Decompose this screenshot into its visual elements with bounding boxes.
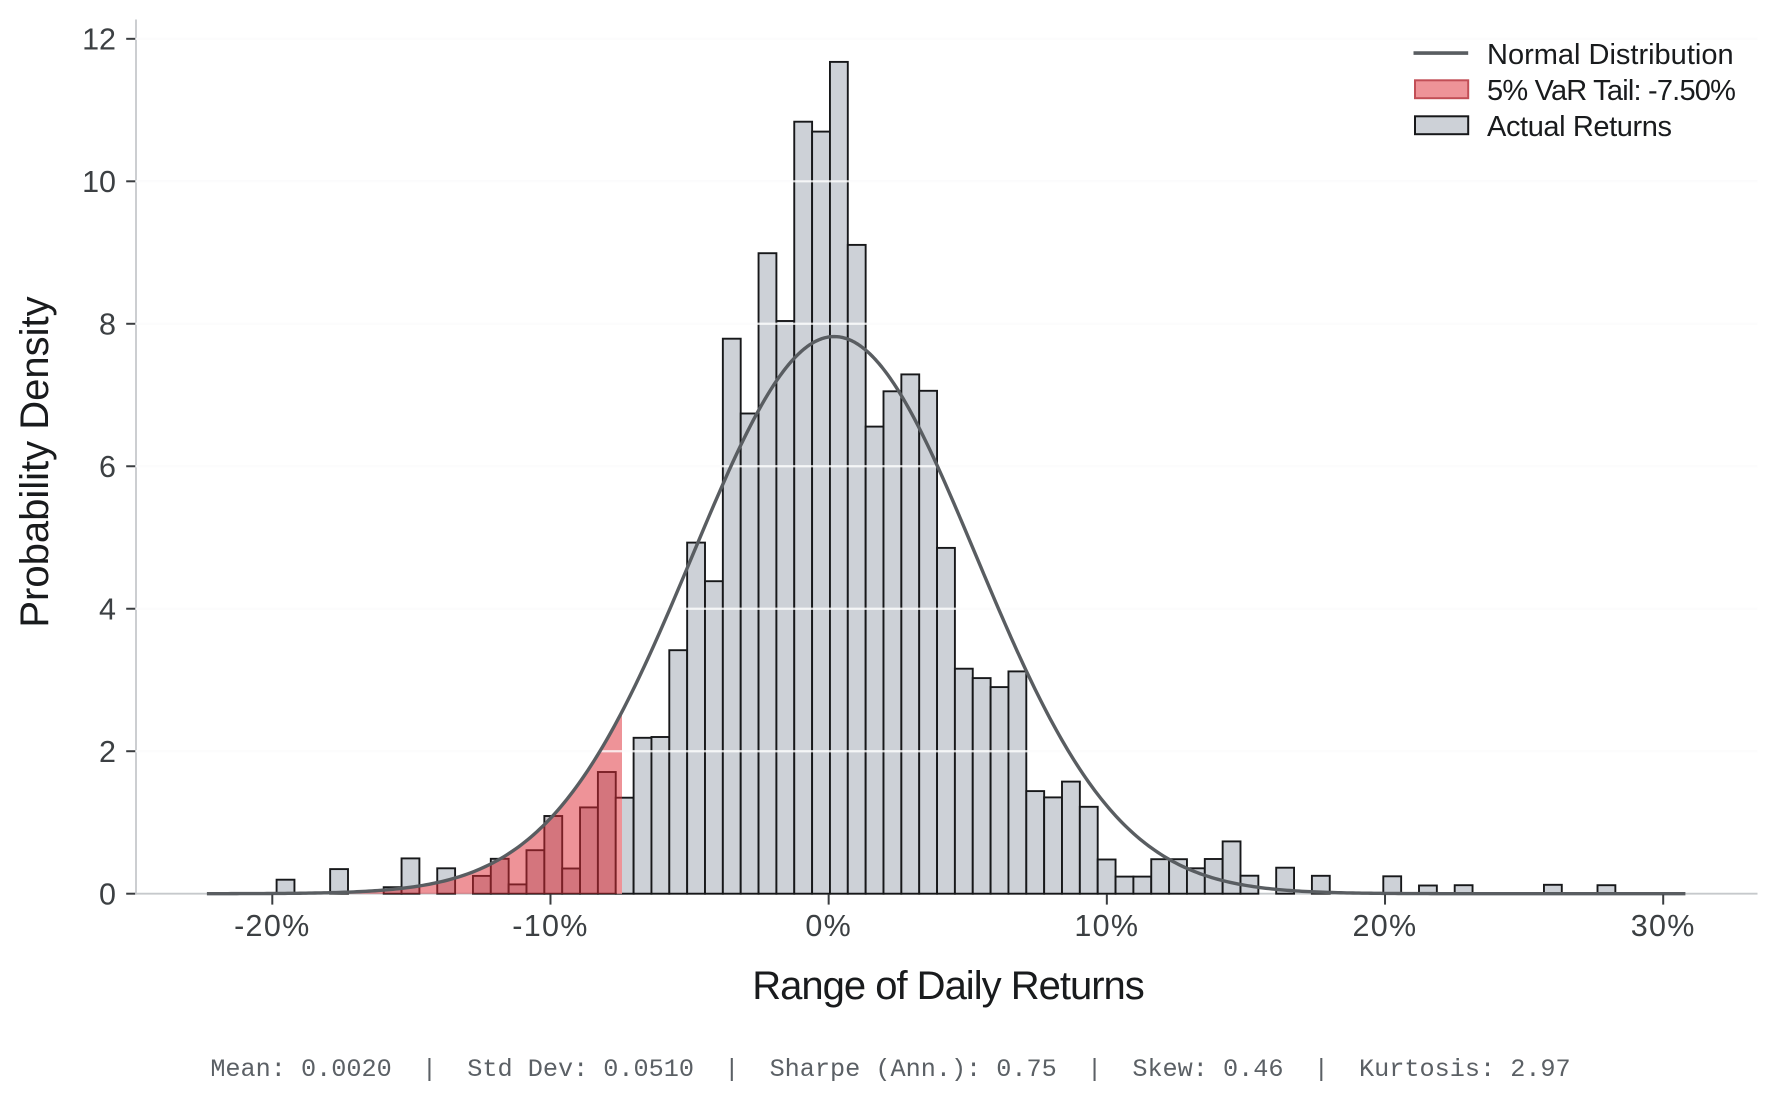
svg-text:10%: 10% <box>1074 909 1139 943</box>
svg-text:2: 2 <box>99 735 116 769</box>
svg-text:0: 0 <box>99 877 116 911</box>
svg-text:-10%: -10% <box>512 909 588 943</box>
svg-text:0%: 0% <box>805 909 852 943</box>
svg-text:4: 4 <box>99 592 116 626</box>
svg-text:8: 8 <box>99 307 116 341</box>
svg-text:20%: 20% <box>1353 909 1418 943</box>
svg-text:Probability Density: Probability Density <box>13 296 57 627</box>
svg-text:Actual Returns: Actual Returns <box>1487 111 1672 143</box>
svg-text:Range of Daily Returns: Range of Daily Returns <box>752 964 1144 1008</box>
svg-text:12: 12 <box>82 22 116 56</box>
svg-text:-20%: -20% <box>234 909 310 943</box>
svg-text:5% VaR Tail: -7.50%: 5% VaR Tail: -7.50% <box>1487 75 1735 107</box>
svg-text:10: 10 <box>82 165 116 199</box>
svg-text:6: 6 <box>99 450 116 484</box>
svg-text:Mean: 0.0020 | Std Dev: 0.05: Mean: 0.0020 | Std Dev: 0.0510 | Sharpe … <box>210 1055 1570 1084</box>
svg-text:Normal Distribution: Normal Distribution <box>1487 39 1734 71</box>
svg-text:30%: 30% <box>1631 909 1696 943</box>
